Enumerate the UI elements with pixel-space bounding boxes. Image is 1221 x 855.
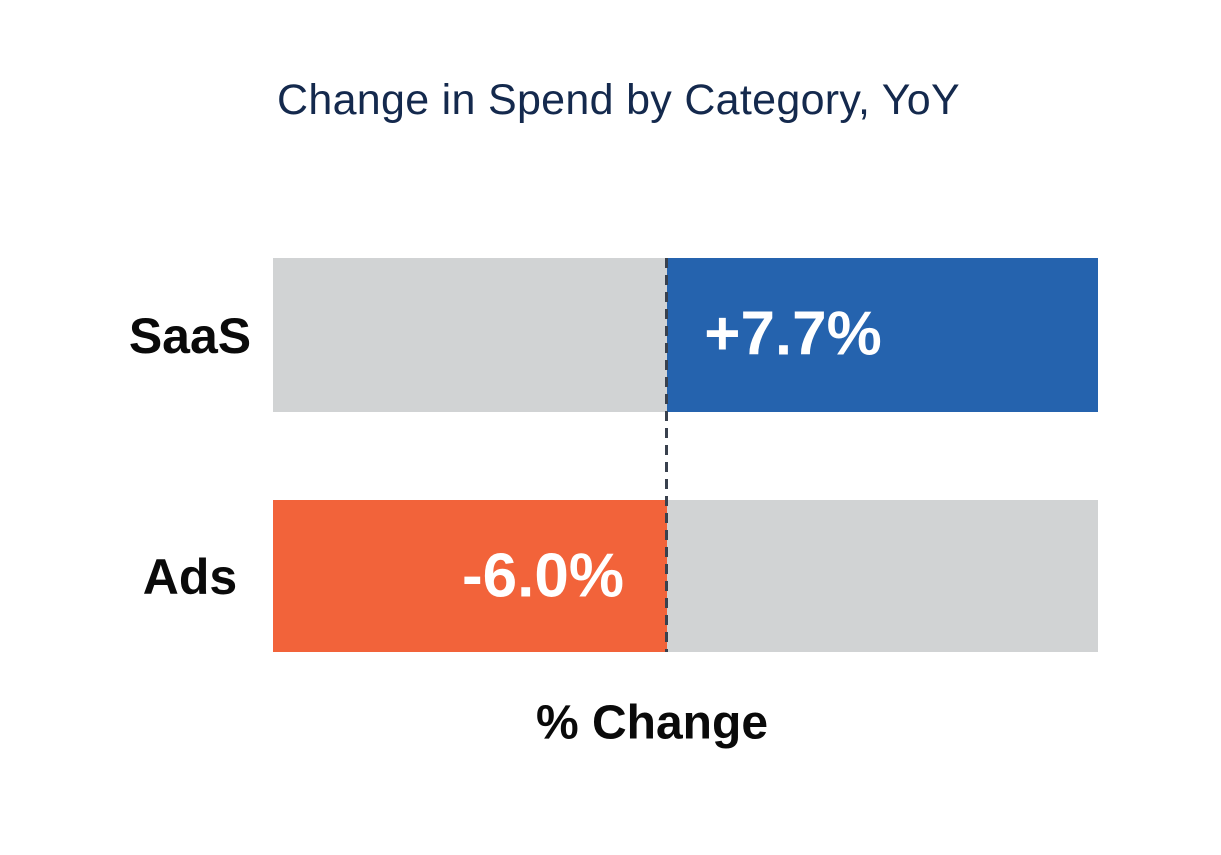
bar-saas-positive [667,258,1098,412]
category-label-ads: Ads [142,549,238,605]
value-label-saas: +7.7% [704,299,882,369]
x-axis-label: % Change [535,696,769,750]
zero-baseline-dashed-line [665,258,668,652]
chart-title: Change in Spend by Category, YoY [277,76,960,124]
category-label-saas: SaaS [128,308,252,364]
bar-ads-negative [273,500,667,652]
value-label-ads: -6.0% [462,541,624,611]
